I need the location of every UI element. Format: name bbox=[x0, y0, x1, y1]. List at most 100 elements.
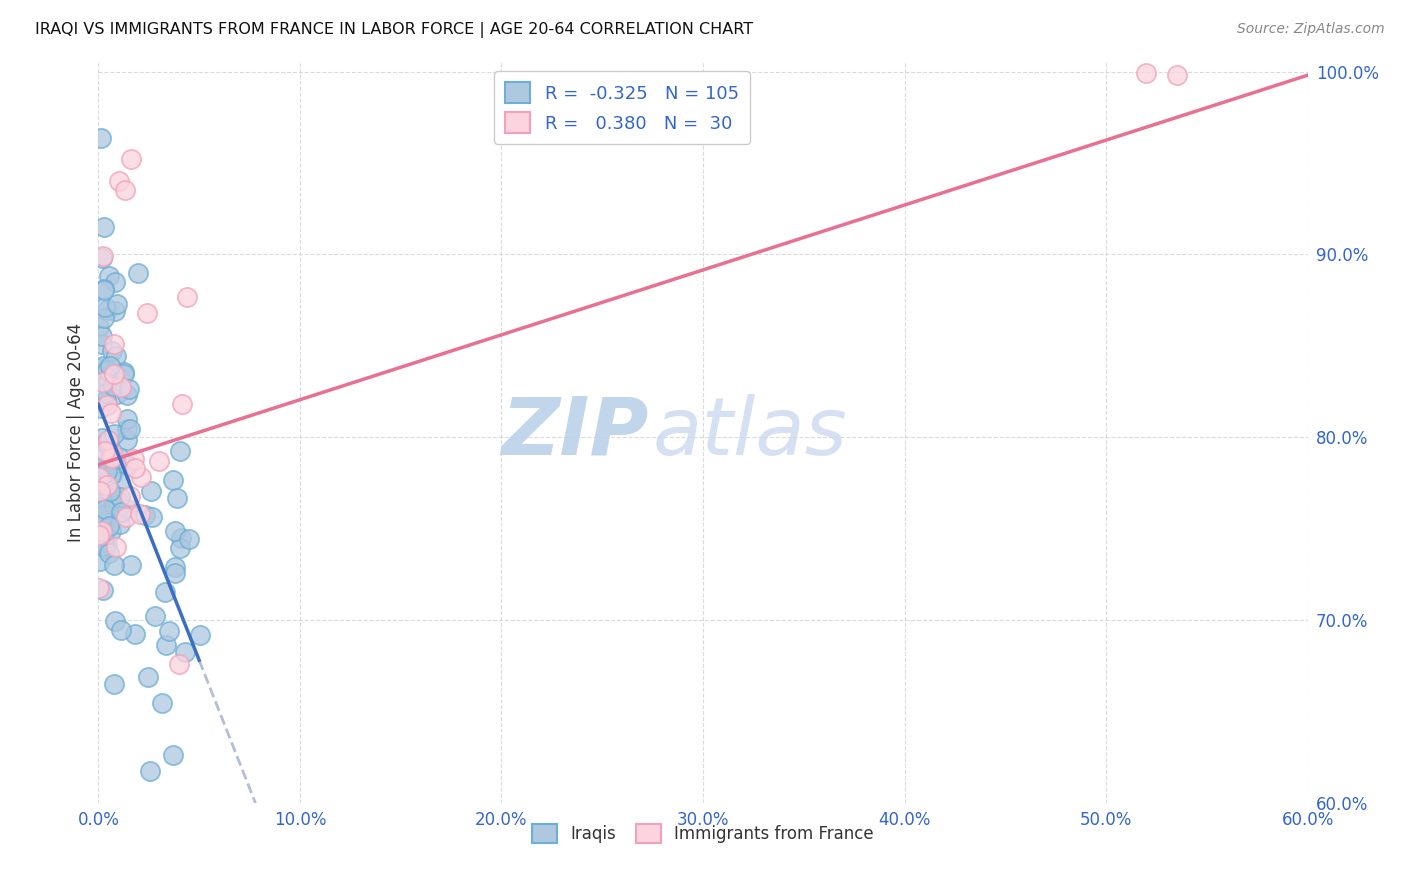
Point bbox=[110, 505, 132, 519]
Point bbox=[90, 329, 112, 343]
Legend: Iraqis, Immigrants from France: Iraqis, Immigrants from France bbox=[526, 817, 880, 850]
Point bbox=[98, 434, 121, 448]
Point bbox=[98, 359, 121, 374]
Y-axis label: In Labor Force | Age 20-64: In Labor Force | Age 20-64 bbox=[66, 323, 84, 542]
Point bbox=[170, 531, 193, 545]
Point bbox=[124, 461, 146, 475]
Point bbox=[93, 518, 115, 533]
Point bbox=[141, 509, 163, 524]
Point bbox=[89, 361, 111, 376]
Point bbox=[177, 532, 200, 546]
Point bbox=[89, 319, 111, 334]
Point bbox=[162, 748, 184, 763]
Point bbox=[94, 478, 117, 492]
Point bbox=[105, 349, 128, 363]
Point bbox=[112, 365, 135, 379]
Point bbox=[96, 398, 118, 412]
Point bbox=[100, 450, 122, 465]
Point bbox=[96, 393, 118, 408]
Point bbox=[94, 385, 117, 400]
Point bbox=[170, 397, 193, 411]
Point bbox=[139, 484, 162, 499]
Point bbox=[120, 558, 142, 572]
Point bbox=[127, 266, 149, 280]
Point bbox=[117, 458, 139, 472]
Point bbox=[155, 639, 177, 653]
Point bbox=[136, 306, 159, 320]
Point bbox=[118, 382, 141, 396]
Point bbox=[97, 519, 120, 533]
Point bbox=[157, 624, 180, 638]
Point bbox=[94, 540, 117, 554]
Point bbox=[104, 540, 127, 554]
Point bbox=[108, 490, 131, 504]
Point bbox=[1166, 68, 1188, 82]
Point bbox=[105, 387, 128, 401]
Point bbox=[120, 153, 142, 167]
Point bbox=[162, 473, 184, 487]
Point bbox=[103, 336, 125, 351]
Point bbox=[89, 500, 111, 515]
Point bbox=[101, 449, 124, 463]
Point bbox=[94, 436, 117, 450]
Point bbox=[98, 484, 121, 499]
Point bbox=[163, 559, 186, 574]
Point bbox=[107, 174, 129, 188]
Point bbox=[96, 302, 118, 317]
Point bbox=[91, 431, 114, 445]
Point bbox=[91, 582, 114, 597]
Point bbox=[96, 464, 118, 478]
Point bbox=[96, 436, 118, 450]
Point bbox=[103, 427, 125, 442]
Point bbox=[97, 434, 120, 448]
Point bbox=[98, 452, 121, 467]
Text: IRAQI VS IMMIGRANTS FROM FRANCE IN LABOR FORCE | AGE 20-64 CORRELATION CHART: IRAQI VS IMMIGRANTS FROM FRANCE IN LABOR… bbox=[35, 22, 754, 38]
Point bbox=[97, 488, 120, 502]
Point bbox=[129, 470, 152, 484]
Point bbox=[169, 541, 191, 556]
Point bbox=[108, 450, 131, 465]
Point bbox=[107, 494, 129, 508]
Point bbox=[93, 310, 115, 325]
Point bbox=[118, 489, 141, 503]
Point bbox=[173, 645, 195, 659]
Point bbox=[104, 275, 127, 289]
Point bbox=[139, 764, 162, 779]
Point bbox=[114, 183, 136, 197]
Point bbox=[94, 526, 117, 541]
Text: atlas: atlas bbox=[652, 393, 846, 472]
Point bbox=[87, 469, 110, 483]
Point bbox=[91, 539, 114, 553]
Point bbox=[128, 507, 150, 521]
Point bbox=[103, 379, 125, 393]
Point bbox=[93, 219, 115, 234]
Point bbox=[90, 401, 112, 415]
Point bbox=[94, 467, 117, 482]
Point bbox=[89, 372, 111, 386]
Point bbox=[163, 524, 186, 538]
Point bbox=[153, 585, 176, 599]
Point bbox=[136, 670, 159, 684]
Point bbox=[90, 130, 112, 145]
Point bbox=[110, 380, 132, 394]
Point bbox=[94, 502, 117, 516]
Point bbox=[93, 534, 115, 549]
Point bbox=[91, 337, 114, 351]
Point bbox=[110, 516, 132, 531]
Point bbox=[91, 250, 114, 264]
Point bbox=[94, 541, 117, 555]
Point bbox=[93, 444, 115, 458]
Point bbox=[114, 510, 136, 524]
Point bbox=[169, 444, 191, 458]
Point bbox=[91, 359, 114, 374]
Point bbox=[103, 677, 125, 691]
Point bbox=[105, 297, 128, 311]
Point bbox=[94, 300, 117, 314]
Point bbox=[97, 373, 120, 387]
Point bbox=[89, 554, 111, 568]
Point bbox=[167, 657, 190, 672]
Point bbox=[1135, 66, 1157, 80]
Point bbox=[93, 282, 115, 296]
Point bbox=[103, 558, 125, 572]
Point bbox=[163, 566, 186, 580]
